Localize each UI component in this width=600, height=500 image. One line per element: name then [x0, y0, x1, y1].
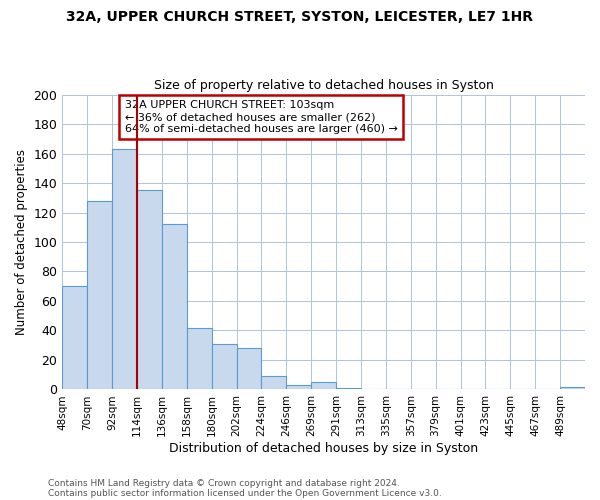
- Bar: [87, 200, 112, 390]
- Bar: [336, 388, 361, 390]
- Bar: [212, 344, 236, 390]
- Bar: [286, 385, 311, 390]
- Y-axis label: Number of detached properties: Number of detached properties: [15, 149, 28, 335]
- Bar: [187, 328, 212, 390]
- Bar: [137, 190, 162, 390]
- Text: 32A UPPER CHURCH STREET: 103sqm
← 36% of detached houses are smaller (262)
64% o: 32A UPPER CHURCH STREET: 103sqm ← 36% of…: [125, 100, 398, 134]
- Bar: [162, 224, 187, 390]
- X-axis label: Distribution of detached houses by size in Syston: Distribution of detached houses by size …: [169, 442, 478, 455]
- Title: Size of property relative to detached houses in Syston: Size of property relative to detached ho…: [154, 79, 494, 92]
- Bar: [311, 382, 336, 390]
- Bar: [62, 286, 87, 390]
- Bar: [112, 149, 137, 390]
- Bar: [560, 386, 585, 390]
- Text: 32A, UPPER CHURCH STREET, SYSTON, LEICESTER, LE7 1HR: 32A, UPPER CHURCH STREET, SYSTON, LEICES…: [67, 10, 533, 24]
- Text: Contains public sector information licensed under the Open Government Licence v3: Contains public sector information licen…: [48, 488, 442, 498]
- Text: Contains HM Land Registry data © Crown copyright and database right 2024.: Contains HM Land Registry data © Crown c…: [48, 478, 400, 488]
- Bar: [262, 376, 286, 390]
- Bar: [236, 348, 262, 390]
